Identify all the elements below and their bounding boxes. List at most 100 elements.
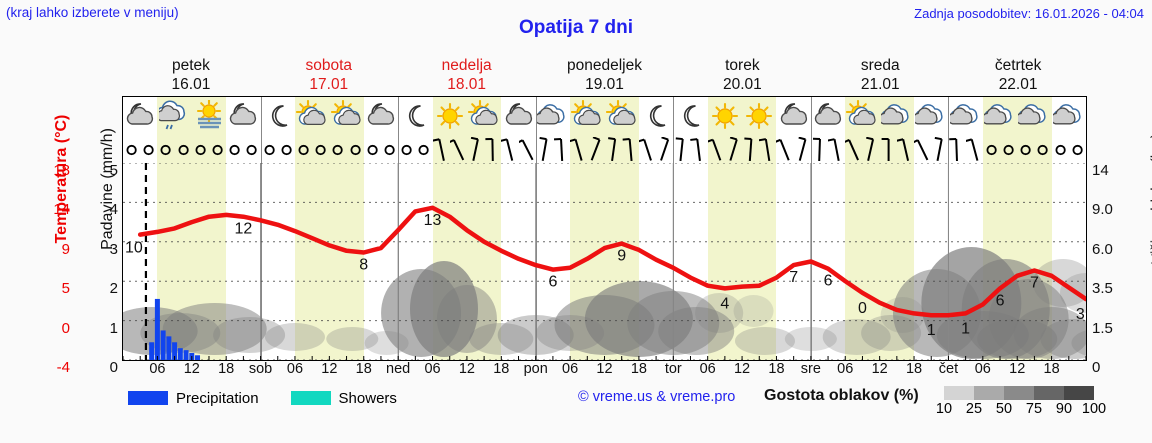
- svg-text:13: 13: [424, 212, 442, 229]
- axis-tick: 9: [61, 240, 70, 258]
- hour-label: čet: [938, 361, 959, 377]
- hour-label: 06: [974, 361, 991, 377]
- day-name: nedelja: [441, 57, 492, 74]
- hour-label: ned: [386, 361, 411, 377]
- sun-cloud-icon: [468, 100, 500, 132]
- day-separator: [810, 97, 812, 135]
- cloud-density-tick: 25: [965, 401, 983, 417]
- hour-label: 18: [355, 361, 372, 377]
- cloud-density-swatch: [1004, 386, 1034, 400]
- moon-cloud-icon: [778, 100, 810, 132]
- wind-barb-calm: [415, 137, 432, 161]
- wind-barb-calm: [381, 137, 398, 161]
- cloud-density-swatch: [974, 386, 1004, 400]
- day-name: torek: [725, 57, 760, 74]
- day-separator: [673, 135, 675, 163]
- wind-barb-calm: [295, 137, 312, 161]
- wind-barb-barb: [707, 137, 725, 161]
- hour-label: 12: [871, 361, 888, 377]
- moon-icon: [262, 100, 294, 132]
- svg-text:6: 6: [996, 292, 1005, 309]
- cloud-density-swatch: [944, 386, 974, 400]
- wind-barb-barb: [467, 137, 484, 161]
- wind-barb-calm: [1000, 137, 1017, 161]
- day-header-četrtek: četrtek 22.01: [949, 56, 1087, 96]
- legend-precipitation-label: Precipitation: [176, 389, 259, 407]
- last-update-text: Zadnja posodobitev: 16.01.2026 - 04:04: [914, 6, 1144, 21]
- wind-barb-barb: [536, 137, 553, 161]
- wind-barb-barb: [501, 137, 518, 161]
- axis-tick: 0: [109, 359, 118, 376]
- day-header-nedelja: nedelja 18.01: [398, 56, 536, 96]
- axis-tick: 6.0: [1092, 240, 1113, 258]
- axis-tick: -4: [56, 359, 70, 376]
- cloud-density-tick: 100: [1081, 401, 1107, 417]
- cloud-density-legend-title: Gostota oblakov (%): [764, 387, 919, 404]
- cloud-density-tick: 10: [935, 401, 953, 417]
- wind-barb-barb: [759, 137, 776, 161]
- axis-tick: 5: [61, 280, 70, 298]
- moon-cloud-icon: [812, 100, 844, 132]
- day-date: 19.01: [585, 76, 624, 93]
- day-name: sobota: [305, 57, 353, 74]
- wind-barb-calm: [1017, 137, 1034, 161]
- wind-barb-barb: [587, 137, 604, 161]
- hour-label: sre: [800, 361, 821, 377]
- wind-barb-barb: [811, 137, 828, 161]
- cloud-density-tick: 75: [1025, 401, 1043, 417]
- axis-tick: 14: [1092, 162, 1109, 179]
- cloud-icon: [1052, 100, 1085, 132]
- day-name: sreda: [860, 57, 900, 74]
- wind-barb-barb: [862, 137, 879, 161]
- wind-barb-barb: [931, 137, 948, 161]
- axis-tick: 2: [109, 280, 118, 298]
- wind-barb-calm: [140, 137, 157, 161]
- chart-plot-area: 12 8 13 6 9 4 7 6 0 1 1 6 7 3 10: [123, 163, 1086, 360]
- wind-barb-barb: [449, 137, 467, 161]
- hour-label: 06: [286, 361, 304, 377]
- day-separator: [260, 97, 262, 135]
- day-separator: [398, 135, 400, 163]
- hour-label: 06: [837, 361, 854, 377]
- wind-barb-barb: [673, 137, 690, 161]
- day-header-row: petek 16.01 sobota 17.01 nedelja 18.01 ponedel…: [122, 56, 1087, 96]
- sun-cloud-icon: [846, 100, 878, 132]
- moon-cloud-icon: [365, 100, 397, 132]
- legend-showers-label: Showers: [338, 389, 397, 407]
- svg-text:6: 6: [548, 274, 557, 291]
- wind-barb-barb: [432, 137, 450, 161]
- day-header-torek: torek 20.01: [673, 56, 811, 96]
- cloud-icon: [915, 100, 947, 132]
- copyright-link[interactable]: © vreme.us & vreme.pro: [578, 389, 736, 405]
- wind-barb-barb: [880, 137, 897, 161]
- sun-icon: [743, 100, 775, 132]
- svg-text:0: 0: [858, 300, 867, 317]
- moon-cloud-icon: [503, 100, 535, 132]
- sun-cloud-icon: [330, 100, 363, 132]
- wind-barb-calm: [347, 137, 364, 161]
- wind-barb-barb: [828, 137, 845, 161]
- axis-tick: 18: [53, 162, 70, 179]
- wind-barb-barb: [518, 137, 536, 161]
- day-date: 22.01: [998, 76, 1038, 93]
- sun-cloud-icon: [296, 100, 328, 132]
- svg-text:3: 3: [1076, 306, 1085, 323]
- day-header-sobota: sobota 17.01: [260, 56, 398, 96]
- cloud-icon: [1018, 100, 1050, 132]
- legend-showers: Showers: [290, 389, 397, 407]
- axis-tick: 4: [109, 201, 118, 219]
- wind-barb-barb: [725, 137, 742, 161]
- svg-text:1: 1: [927, 322, 936, 339]
- day-name: četrtek: [994, 57, 1042, 74]
- hour-label: 12: [458, 361, 475, 377]
- temperature-axis-title: Temperatura (°C): [53, 114, 70, 244]
- axis-tick: 0: [61, 319, 70, 337]
- hour-label: 18: [1043, 361, 1060, 377]
- svg-text:12: 12: [234, 221, 252, 238]
- axis-tick: 3: [109, 240, 118, 258]
- daylight-band: [294, 135, 364, 163]
- axis-tick: 1.5: [1092, 319, 1113, 337]
- hour-label: pon: [523, 361, 548, 377]
- wind-barb-barb: [690, 137, 707, 161]
- axis-tick: 9.0: [1092, 201, 1113, 219]
